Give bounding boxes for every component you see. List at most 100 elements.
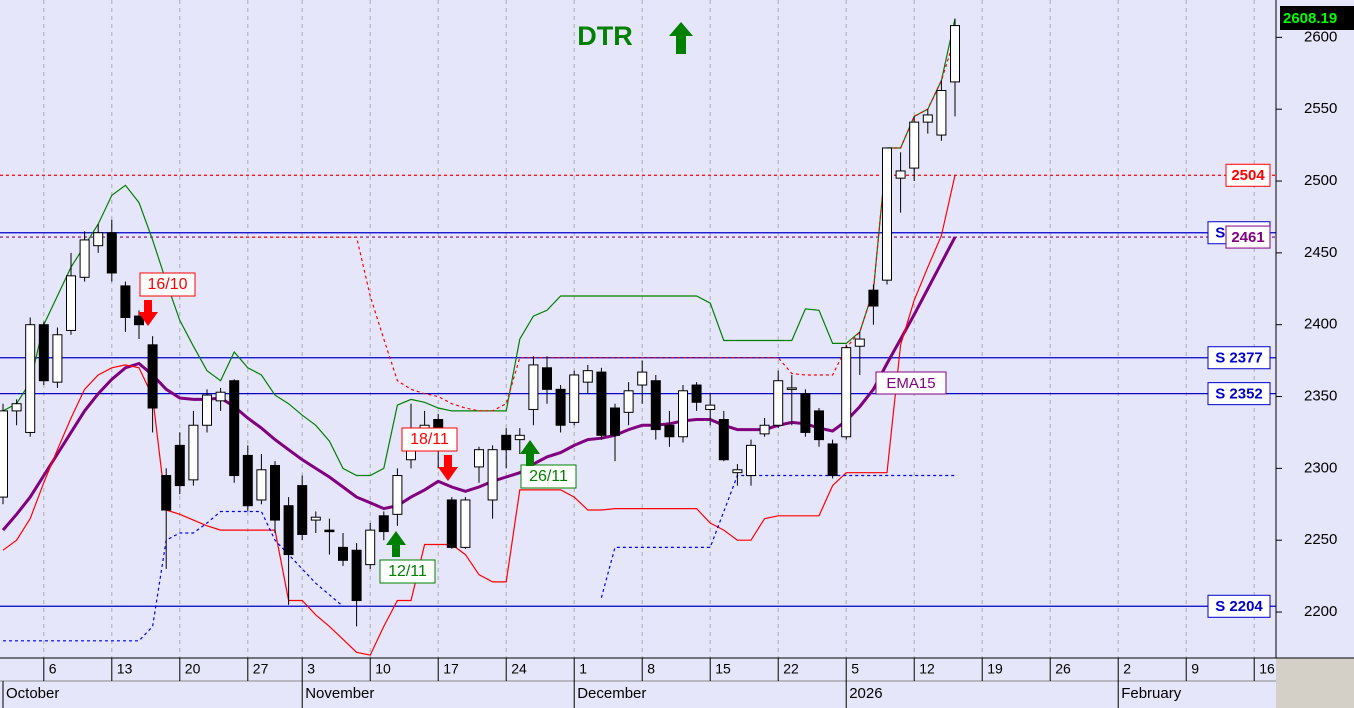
series-label: EMA15 bbox=[886, 375, 935, 392]
grid bbox=[0, 0, 1276, 658]
candle-body bbox=[11, 403, 22, 412]
candle-body bbox=[106, 232, 117, 274]
candle-body bbox=[501, 434, 512, 451]
y-tick-label: 2250 bbox=[1304, 531, 1337, 548]
candle-body bbox=[378, 515, 389, 533]
candle-body bbox=[38, 324, 49, 382]
candle-body bbox=[582, 370, 593, 383]
candle-body bbox=[854, 338, 865, 347]
candle-body bbox=[610, 407, 620, 436]
x-tick-label: 17 bbox=[443, 661, 459, 677]
indicator-line bbox=[2, 18, 956, 477]
x-tick-label: 10 bbox=[375, 661, 391, 677]
candle-body bbox=[351, 549, 362, 602]
candle-body bbox=[392, 475, 403, 515]
y-tick-label: 2400 bbox=[1304, 316, 1337, 333]
signal-label: 18/11 bbox=[410, 431, 449, 448]
y-tick-label: 2350 bbox=[1304, 387, 1337, 404]
x-tick-label: 20 bbox=[185, 661, 201, 677]
candle-body bbox=[52, 334, 63, 383]
candle-body bbox=[147, 344, 158, 409]
signal-label: 12/11 bbox=[388, 563, 427, 580]
x-tick-label: 16 bbox=[1259, 661, 1275, 677]
candle-body bbox=[718, 419, 729, 461]
candle-body bbox=[800, 393, 811, 433]
signal-arrow bbox=[438, 455, 458, 481]
x-tick-label: 8 bbox=[647, 661, 655, 677]
y-tick-label: 2600 bbox=[1304, 28, 1337, 45]
signal-label: 26/11 bbox=[529, 468, 568, 485]
signal-label: 16/10 bbox=[147, 276, 187, 293]
last-price: 2608.19 bbox=[1283, 10, 1337, 27]
candle-body bbox=[215, 391, 226, 402]
month-label: 2026 bbox=[849, 685, 882, 702]
candle-body bbox=[895, 170, 906, 179]
month-label: November bbox=[305, 685, 374, 702]
x-tick-label: 26 bbox=[1055, 661, 1071, 677]
candle-body bbox=[664, 424, 675, 438]
candle-body bbox=[759, 424, 770, 435]
month-label: October bbox=[6, 685, 59, 702]
level-label: S 2352 bbox=[1215, 386, 1263, 403]
y-tick-label: 2500 bbox=[1304, 172, 1337, 189]
y-tick-label: 2450 bbox=[1304, 244, 1337, 261]
y-tick-label: 2200 bbox=[1304, 603, 1337, 620]
series-label-box bbox=[875, 371, 947, 395]
candle-body bbox=[841, 347, 852, 438]
level-label-box bbox=[1207, 594, 1271, 618]
candle-body bbox=[773, 380, 784, 426]
candle-body bbox=[270, 464, 280, 521]
x-tick-label: 24 bbox=[511, 661, 527, 677]
candle-body bbox=[297, 485, 308, 535]
signal-box bbox=[379, 559, 436, 584]
indicator-line bbox=[1, 236, 957, 532]
price-box bbox=[1280, 6, 1354, 30]
level-label: S 2377 bbox=[1215, 350, 1263, 367]
candle-body bbox=[868, 289, 879, 307]
candle-body bbox=[637, 371, 648, 386]
candle-body bbox=[786, 387, 797, 390]
candle-body bbox=[950, 25, 960, 83]
y-tick-label: 2300 bbox=[1304, 459, 1337, 476]
candle-body bbox=[542, 367, 552, 390]
candle-body bbox=[242, 454, 253, 507]
x-tick-label: 3 bbox=[307, 661, 315, 677]
candle-body bbox=[338, 546, 348, 561]
candle-body bbox=[324, 529, 335, 533]
candle-body bbox=[487, 449, 498, 501]
corner bbox=[1276, 658, 1354, 708]
level-label-box bbox=[1207, 346, 1271, 370]
candle-body bbox=[202, 394, 212, 426]
signal-box bbox=[139, 272, 196, 297]
candle-body bbox=[596, 371, 607, 436]
candles bbox=[0, 18, 960, 627]
candle-body bbox=[827, 443, 838, 477]
x-tick-label: 19 bbox=[987, 661, 1003, 677]
candle-body bbox=[528, 364, 539, 410]
candle-body bbox=[188, 424, 199, 481]
candle-body bbox=[746, 444, 756, 477]
candle-body bbox=[623, 390, 634, 413]
indicator-line bbox=[600, 474, 955, 598]
x-tick-label: 6 bbox=[49, 661, 57, 677]
candle-body bbox=[732, 469, 743, 474]
candle-body bbox=[79, 239, 90, 278]
level-label: S 2204 bbox=[1215, 598, 1263, 615]
candle-body bbox=[174, 444, 185, 487]
candle-body bbox=[93, 232, 104, 247]
signal-arrow bbox=[386, 531, 406, 557]
candle-body bbox=[446, 499, 457, 548]
indicator-line bbox=[234, 37, 956, 412]
candle-body bbox=[120, 285, 131, 319]
candle-body bbox=[909, 121, 920, 169]
candle-body bbox=[310, 516, 321, 521]
signal-arrow bbox=[138, 300, 158, 326]
candle-body bbox=[678, 390, 688, 438]
candle-body bbox=[936, 90, 947, 136]
month-label: February bbox=[1121, 685, 1182, 702]
signal-box bbox=[401, 427, 458, 452]
